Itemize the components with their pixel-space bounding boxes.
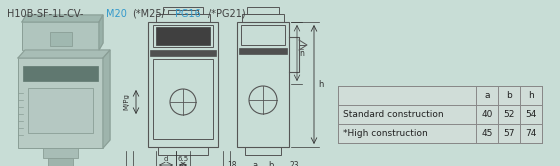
Bar [156,27,210,45]
Text: /*PG21): /*PG21) [208,9,246,19]
Bar [153,59,213,139]
Text: d: d [164,156,168,162]
Bar [237,22,289,147]
Bar [50,32,72,46]
Bar [18,58,103,148]
Polygon shape [99,15,103,50]
Text: 57: 57 [503,129,515,138]
Bar [239,48,287,54]
Bar [245,147,281,155]
Text: PG16: PG16 [175,9,200,19]
Text: h: h [528,91,534,100]
Text: (*M25/: (*M25/ [133,9,165,19]
Text: 40: 40 [481,110,493,119]
Text: 18: 18 [227,161,237,166]
Bar [22,22,99,50]
Text: 23: 23 [289,161,299,166]
Bar [148,22,218,147]
Text: 6.5: 6.5 [178,156,189,162]
Text: 52: 52 [503,110,515,119]
Text: 82: 82 [179,164,188,166]
Text: 74: 74 [525,129,536,138]
Polygon shape [22,15,103,22]
Text: 54: 54 [525,110,536,119]
Text: H10B-SF-1L-CV-: H10B-SF-1L-CV- [7,9,83,19]
Bar [338,86,542,143]
Bar [43,148,78,158]
Text: M20: M20 [105,9,127,19]
Polygon shape [103,50,110,148]
Text: *High construction: *High construction [343,129,428,138]
Text: b: b [268,161,273,166]
Text: h: h [318,80,323,89]
Text: b: b [506,91,512,100]
Text: Standard construction: Standard construction [343,110,444,119]
Text: M/Pg: M/Pg [123,94,129,110]
Bar [28,88,93,133]
Bar [150,50,216,56]
Bar [163,7,203,14]
Bar [23,66,98,81]
Bar [153,25,213,47]
Bar [241,25,285,45]
Bar [48,158,73,166]
Bar [156,14,210,22]
Text: 45: 45 [481,129,493,138]
Bar [158,147,208,155]
Text: a: a [484,91,490,100]
Text: n: n [299,48,304,57]
Polygon shape [18,50,110,58]
Bar [242,14,284,22]
Text: a: a [253,161,258,166]
Bar [247,7,279,14]
